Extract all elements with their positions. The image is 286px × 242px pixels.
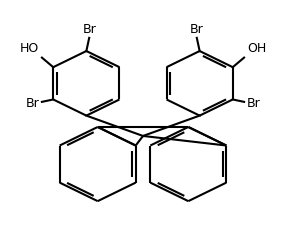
Text: Br: Br xyxy=(247,97,261,110)
Text: HO: HO xyxy=(20,42,39,55)
Text: OH: OH xyxy=(247,42,266,55)
Text: Br: Br xyxy=(190,23,204,36)
Text: Br: Br xyxy=(82,23,96,36)
Text: Br: Br xyxy=(25,97,39,110)
